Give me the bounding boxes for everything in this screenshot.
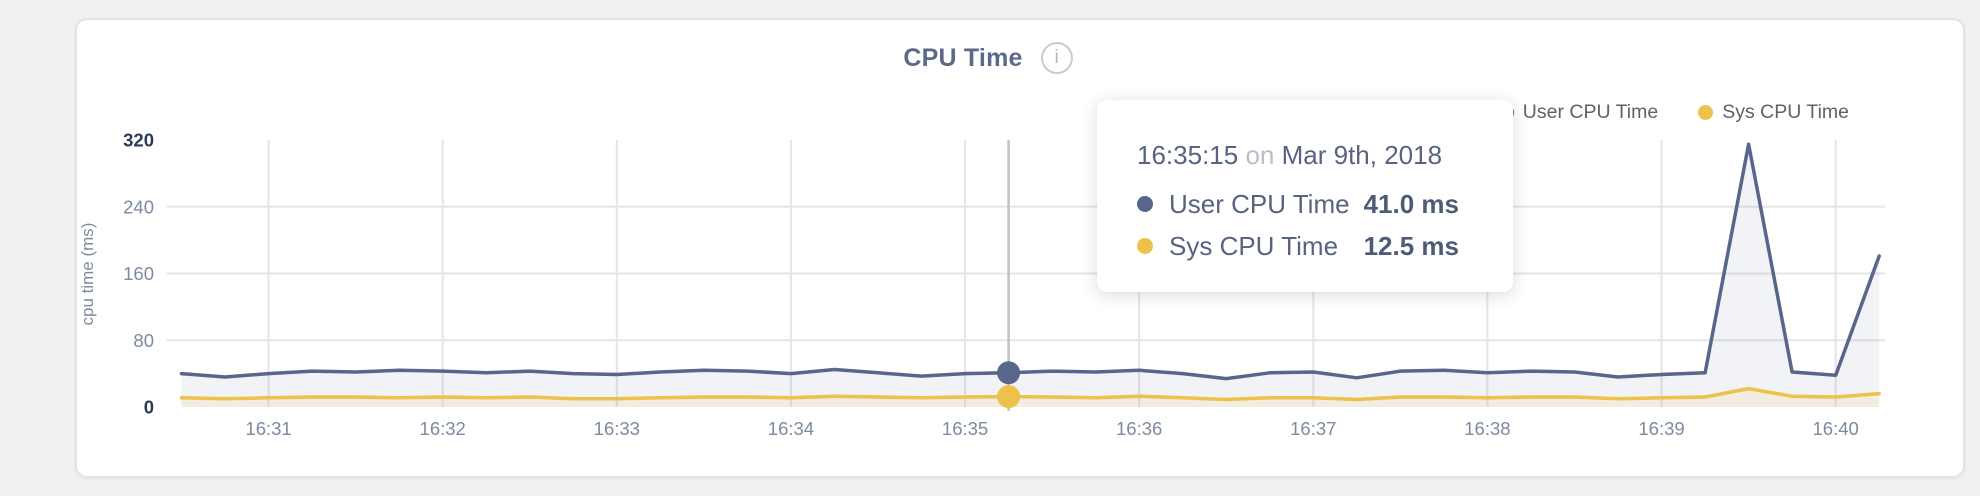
chart-tooltip: 16:35:15 on Mar 9th, 2018 User CPU Time … bbox=[1097, 100, 1513, 292]
sys-cpu-dot-icon bbox=[1137, 238, 1153, 254]
legend-item-sys-cpu-time[interactable]: Sys CPU Time bbox=[1698, 101, 1849, 124]
y-tick-label: 160 bbox=[123, 263, 154, 284]
tooltip-row-sys: Sys CPU Time 12.5 ms bbox=[1137, 225, 1459, 267]
y-tick-label: 240 bbox=[123, 196, 154, 217]
sys-cpu-line bbox=[179, 386, 1881, 402]
tooltip-value: 41.0 ms bbox=[1363, 188, 1459, 219]
tooltip-value: 12.5 ms bbox=[1363, 230, 1459, 261]
chart-header: CPU Time i bbox=[45, 40, 1931, 76]
legend: User CPU Time Sys CPU Time bbox=[1498, 100, 1849, 124]
tooltip-preposition: on bbox=[1245, 140, 1275, 170]
tooltip-label: Sys CPU Time bbox=[1169, 230, 1339, 261]
x-tick-label: 16:34 bbox=[768, 418, 814, 439]
legend-item-user-cpu-time[interactable]: User CPU Time bbox=[1498, 100, 1659, 124]
hover-point-user bbox=[997, 361, 1021, 385]
chart-title: CPU Time bbox=[903, 43, 1023, 72]
x-tick-label: 16:40 bbox=[1813, 418, 1859, 439]
chart-plot-area[interactable] bbox=[167, 140, 1885, 407]
tooltip-date: Mar 9th, 2018 bbox=[1281, 140, 1443, 170]
x-tick-label: 16:32 bbox=[420, 418, 466, 439]
y-tick-label: 0 bbox=[144, 397, 154, 418]
info-icon[interactable]: i bbox=[1040, 42, 1073, 74]
legend-label: User CPU Time bbox=[1522, 100, 1659, 123]
x-tick-label: 16:31 bbox=[245, 418, 291, 439]
y-tick-label: 80 bbox=[133, 330, 154, 351]
sys-cpu-legend-dot-icon bbox=[1698, 104, 1714, 120]
x-tick-label: 16:35 bbox=[942, 418, 988, 439]
x-tick-label: 16:36 bbox=[1116, 418, 1162, 439]
x-tick-label: 16:33 bbox=[594, 418, 640, 439]
hover-point-sys bbox=[997, 385, 1021, 409]
tooltip-row-user: User CPU Time 41.0 ms bbox=[1137, 183, 1459, 225]
user-cpu-area bbox=[181, 144, 1880, 407]
y-axis-label: cpu time (ms) bbox=[78, 223, 97, 326]
tooltip-time: 16:35:15 bbox=[1137, 140, 1239, 170]
x-tick-label: 16:38 bbox=[1464, 418, 1510, 439]
cpu-time-chart-card: CPU Time i User CPU Time Sys CPU Time 16… bbox=[75, 18, 1965, 478]
tooltip-header: 16:35:15 on Mar 9th, 2018 bbox=[1137, 140, 1459, 171]
x-tick-label: 16:39 bbox=[1638, 418, 1684, 439]
legend-label: Sys CPU Time bbox=[1722, 100, 1849, 123]
user-cpu-dot-icon bbox=[1137, 196, 1153, 212]
x-tick-label: 16:37 bbox=[1290, 418, 1336, 439]
tooltip-label: User CPU Time bbox=[1169, 188, 1350, 219]
y-tick-label: 320 bbox=[123, 130, 154, 151]
cpu-time-chart: 16:31 16:32 16:33 16:34 16:35 16:36 16:37 16:38… bbox=[78, 130, 1885, 439]
user-cpu-line bbox=[179, 142, 1881, 381]
info-icon-glyph: i bbox=[1054, 47, 1059, 68]
